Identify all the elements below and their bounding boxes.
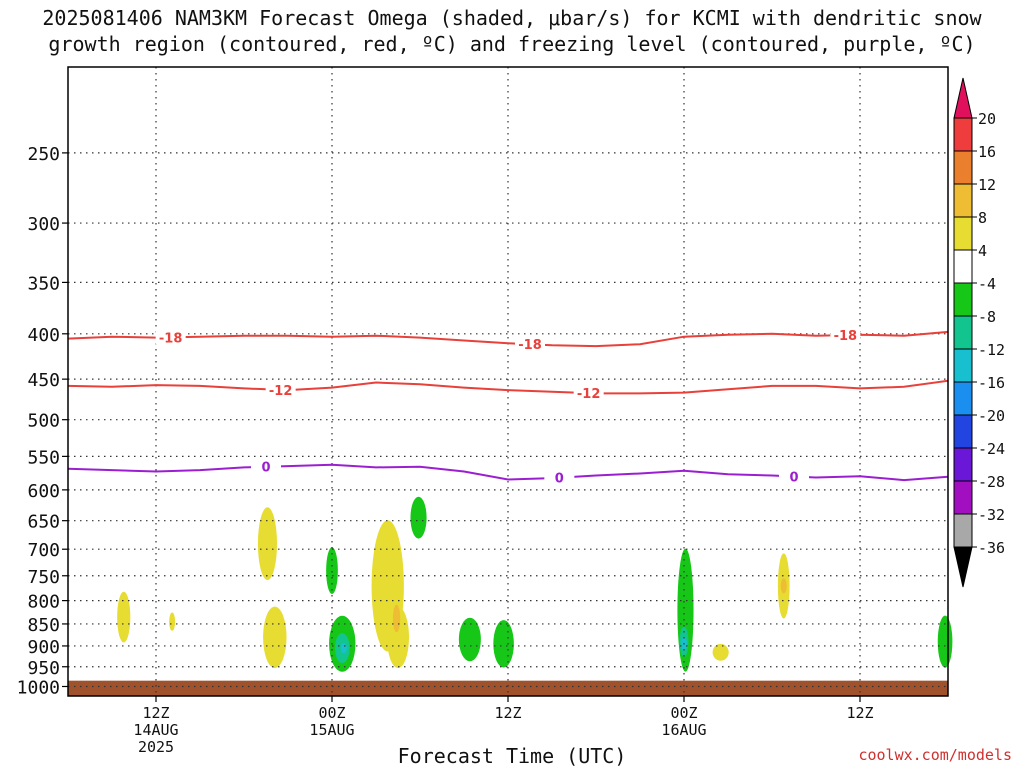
chart-title-line-1: 2025081406 NAM3KM Forecast Omega (shaded… — [42, 6, 982, 30]
y-tick-label: 800 — [27, 592, 60, 613]
contour-label--18: -18 — [834, 329, 858, 344]
colorbar-label: -36 — [978, 539, 1005, 557]
omega-region-3 — [263, 606, 287, 668]
contour-label-0: 0 — [555, 472, 564, 487]
y-tick-label: 900 — [27, 637, 60, 658]
colorbar-label: 4 — [978, 242, 987, 260]
colorbar-legend: 20 16 12 8 4 -4 -8 -12 -16 -20 -24 -28 -32 -36 — [953, 77, 1005, 588]
omega-region-5 — [387, 606, 409, 668]
contour-label-bg — [544, 470, 575, 485]
colorbar-box — [953, 150, 973, 185]
colorbar-box — [953, 216, 973, 251]
omega-region-14 — [493, 620, 514, 668]
contour-label-bg — [830, 328, 861, 343]
ground-layer — [68, 680, 948, 696]
colorbar-box — [953, 513, 973, 548]
contour-label-bg — [155, 330, 186, 345]
x-tick-label: 12Z — [142, 704, 169, 722]
x-tick-label: 16AUG — [661, 721, 706, 739]
x-tick-label: 00Z — [670, 704, 697, 722]
contour-label-bg — [573, 386, 604, 401]
colorbar-label: -8 — [978, 308, 996, 326]
colorbar-bottom-arrow — [953, 546, 973, 588]
colorbar-box — [953, 249, 973, 284]
contour-label--12: -12 — [577, 387, 601, 402]
colorbar-label: -32 — [978, 506, 1005, 524]
omega-region-10 — [326, 547, 338, 595]
colorbar-box — [953, 447, 973, 482]
grid-layer — [68, 67, 948, 696]
x-tick-label: 12Z — [494, 704, 521, 722]
omega-region-11 — [410, 496, 427, 539]
contour-label-bg — [779, 469, 809, 484]
colorbar-box — [953, 348, 973, 383]
omega-region-8 — [392, 604, 401, 633]
contour-layer: -18 -18 -18 -12 -12 0 0 0 — [67, 328, 949, 487]
contour--18 — [67, 330, 949, 348]
colorbar-label: 20 — [978, 110, 996, 128]
y-tick-label: 300 — [27, 214, 60, 235]
ground-fill — [68, 680, 948, 696]
omega-region-0 — [117, 591, 131, 643]
y-tick-label: 400 — [27, 325, 60, 346]
colorbar-label: -20 — [978, 407, 1005, 425]
colorbar-box — [953, 381, 973, 416]
colorbar-label: -4 — [978, 275, 996, 293]
y-tick-label: 500 — [27, 411, 60, 432]
contour-label-bg — [251, 459, 281, 474]
colorbar-box — [953, 315, 973, 350]
contour-label-bg — [515, 337, 545, 352]
y-tick-label: 550 — [27, 447, 60, 468]
y-tick-label: 450 — [27, 370, 60, 391]
contour-label-0: 0 — [261, 461, 270, 476]
contour-label--18: -18 — [159, 331, 183, 346]
colorbar-box — [953, 117, 973, 152]
colorbar-box — [953, 480, 973, 515]
colorbar-label: -12 — [978, 341, 1005, 359]
chart-title-line-2: growth region (contoured, red, ºC) and f… — [48, 32, 976, 56]
contour-label-0: 0 — [789, 470, 798, 485]
omega-region-7 — [712, 643, 729, 661]
contour-label-bg — [265, 382, 296, 397]
colorbar-top-arrow — [953, 77, 973, 119]
omega-region-19 — [340, 642, 347, 654]
contour-label--18: -18 — [518, 338, 542, 353]
colorbar-box — [953, 183, 973, 218]
contour-0 — [67, 463, 949, 482]
y-axis: 2503003504004505005506006507007508008509… — [17, 144, 68, 698]
omega-region-2 — [257, 507, 277, 581]
y-tick-label: 250 — [27, 144, 60, 165]
colorbar-label: -28 — [978, 473, 1005, 491]
colorbar-label: -24 — [978, 440, 1005, 458]
y-tick-label: 700 — [27, 540, 60, 561]
y-tick-label: 750 — [27, 567, 60, 588]
colorbar-label: 16 — [978, 143, 996, 161]
x-tick-label: 2025 — [138, 738, 174, 756]
x-tick-label: 15AUG — [309, 721, 354, 739]
x-tick-label: 14AUG — [133, 721, 178, 739]
omega-region-1 — [169, 612, 176, 631]
y-tick-label: 850 — [27, 615, 60, 636]
y-tick-label: 600 — [27, 481, 60, 502]
y-tick-label: 350 — [27, 273, 60, 294]
source-credit: coolwx.com/models — [858, 746, 1012, 764]
x-tick-label: 12Z — [846, 704, 873, 722]
y-tick-label: 950 — [27, 658, 60, 679]
contour-label--12: -12 — [269, 384, 293, 399]
contour--12 — [67, 379, 949, 395]
colorbar-label: -16 — [978, 374, 1005, 392]
y-tick-label: 650 — [27, 512, 60, 533]
y-tick-label: 1000 — [17, 677, 60, 698]
omega-region-13 — [458, 617, 481, 662]
x-tick-label: 00Z — [318, 704, 345, 722]
colorbar-label: 8 — [978, 209, 987, 227]
x-axis-title: Forecast Time (UTC) — [397, 744, 627, 768]
colorbar-label: 12 — [978, 176, 996, 194]
omega-shading-layer — [117, 496, 953, 672]
colorbar-box — [953, 414, 973, 449]
colorbar-box — [953, 282, 973, 317]
omega-region-9 — [780, 578, 787, 594]
